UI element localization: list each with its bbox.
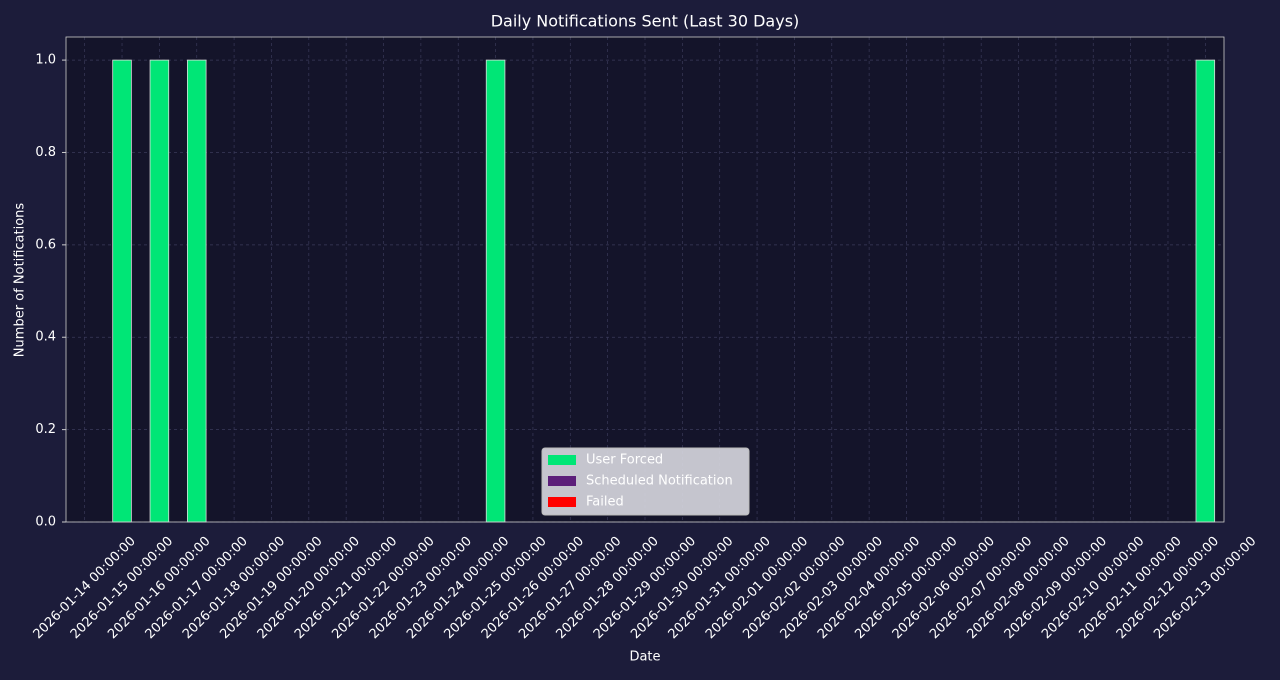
y-tick-label: 0.2 <box>35 422 56 437</box>
legend-swatch <box>548 497 576 507</box>
bar-segment <box>187 59 207 523</box>
legend-label: User Forced <box>586 453 663 468</box>
bar-segment <box>485 59 506 523</box>
y-tick-label: 0.6 <box>35 237 56 252</box>
legend: User Forced Scheduled Notification Failed <box>541 447 750 516</box>
y-axis-label: Number of Notifications <box>13 203 28 358</box>
chart-title: Daily Notifications Sent (Last 30 Days) <box>491 12 800 31</box>
y-tick-label: 0.8 <box>35 145 56 160</box>
y-tick-label: 0.4 <box>35 330 56 345</box>
legend-label: Scheduled Notification <box>586 474 733 489</box>
bars <box>112 59 1216 523</box>
y-tick-label: 0.0 <box>35 515 56 530</box>
plot-frame <box>65 36 1225 523</box>
bar-segment <box>112 59 132 523</box>
legend-box <box>541 447 750 516</box>
bar-segment <box>1195 59 1216 523</box>
legend-swatch <box>548 476 576 486</box>
x-axis-label: Date <box>629 650 660 665</box>
bar-segment <box>149 59 170 523</box>
legend-label: Failed <box>586 495 624 510</box>
legend-swatch <box>548 455 576 465</box>
y-tick-label: 1.0 <box>35 53 56 68</box>
